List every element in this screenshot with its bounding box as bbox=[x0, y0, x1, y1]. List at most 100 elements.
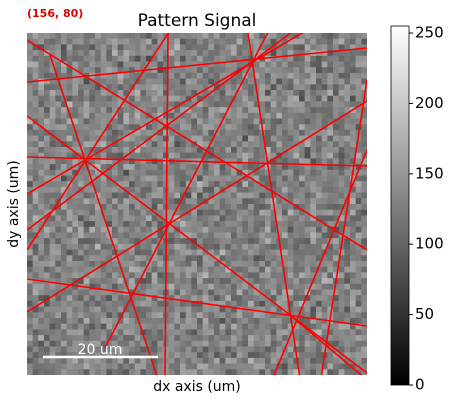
pixel bbox=[38, 44, 45, 51]
pixel bbox=[197, 255, 204, 262]
pixel bbox=[134, 261, 141, 268]
pixel bbox=[89, 118, 96, 125]
pixel bbox=[242, 129, 249, 136]
pixel bbox=[316, 33, 323, 40]
pixel bbox=[72, 369, 79, 375]
pixel bbox=[219, 101, 226, 108]
pixel bbox=[185, 266, 192, 273]
pixel bbox=[95, 357, 102, 364]
pixel bbox=[316, 243, 323, 250]
pixel bbox=[78, 329, 85, 336]
pixel bbox=[61, 147, 68, 154]
pixel bbox=[361, 55, 367, 62]
pixel bbox=[163, 112, 170, 119]
pixel bbox=[134, 112, 141, 119]
pixel bbox=[282, 335, 289, 342]
pixel bbox=[361, 44, 367, 51]
pixel bbox=[157, 90, 164, 97]
pixel bbox=[242, 198, 249, 205]
pixel bbox=[168, 369, 175, 375]
pixel bbox=[89, 44, 96, 51]
pixel bbox=[287, 141, 294, 148]
pixel bbox=[225, 175, 232, 182]
pixel bbox=[310, 261, 317, 268]
pixel bbox=[180, 112, 187, 119]
pixel bbox=[361, 164, 367, 171]
pixel bbox=[140, 323, 147, 330]
pixel bbox=[355, 318, 362, 325]
pixel bbox=[163, 44, 170, 51]
pixel bbox=[310, 306, 317, 313]
pixel bbox=[287, 181, 294, 188]
pixel bbox=[321, 278, 328, 285]
pixel bbox=[202, 352, 209, 359]
pixel bbox=[355, 84, 362, 91]
pixel bbox=[293, 249, 300, 256]
pixel bbox=[350, 204, 357, 211]
pixel bbox=[208, 129, 215, 136]
pixel bbox=[259, 369, 266, 375]
pixel bbox=[100, 78, 107, 85]
pixel bbox=[123, 232, 130, 239]
pixel bbox=[293, 238, 300, 245]
pixel bbox=[146, 44, 153, 51]
pixel bbox=[112, 61, 119, 68]
pixel bbox=[157, 221, 164, 228]
pixel bbox=[219, 369, 226, 375]
pixel bbox=[197, 147, 204, 154]
pixel bbox=[168, 152, 175, 159]
pixel bbox=[287, 204, 294, 211]
pixel bbox=[27, 289, 34, 296]
pixel bbox=[95, 300, 102, 307]
pixel bbox=[197, 226, 204, 233]
pixel bbox=[242, 169, 249, 176]
pixel bbox=[185, 186, 192, 193]
pixel bbox=[44, 209, 51, 216]
pixel bbox=[270, 181, 277, 188]
pixel bbox=[231, 67, 238, 74]
pixel bbox=[270, 90, 277, 97]
pixel bbox=[236, 266, 243, 273]
pixel bbox=[61, 129, 68, 136]
pixel bbox=[282, 192, 289, 199]
pixel bbox=[140, 243, 147, 250]
pixel bbox=[338, 261, 345, 268]
pixel bbox=[197, 112, 204, 119]
pixel bbox=[333, 175, 340, 182]
pixel bbox=[180, 357, 187, 364]
pixel bbox=[123, 369, 130, 375]
pixel bbox=[117, 329, 124, 336]
pixel bbox=[270, 243, 277, 250]
pixel bbox=[225, 283, 232, 290]
pixel bbox=[134, 340, 141, 347]
pixel bbox=[117, 33, 124, 40]
pixel bbox=[265, 61, 272, 68]
pixel bbox=[219, 300, 226, 307]
pixel bbox=[140, 135, 147, 142]
pixel bbox=[355, 272, 362, 279]
pixel bbox=[117, 335, 124, 342]
pixel bbox=[344, 181, 351, 188]
pixel bbox=[265, 186, 272, 193]
pixel bbox=[316, 55, 323, 62]
pixel bbox=[168, 283, 175, 290]
pixel bbox=[355, 152, 362, 159]
pixel bbox=[44, 357, 51, 364]
pixel bbox=[140, 232, 147, 239]
pixel bbox=[208, 169, 215, 176]
pixel bbox=[32, 112, 39, 119]
pixel bbox=[299, 118, 306, 125]
pixel bbox=[180, 67, 187, 74]
pixel bbox=[225, 90, 232, 97]
pixel bbox=[157, 78, 164, 85]
pixel bbox=[248, 67, 255, 74]
pixel bbox=[66, 300, 73, 307]
pixel bbox=[361, 266, 367, 273]
pixel bbox=[27, 329, 34, 336]
pixel bbox=[327, 33, 334, 40]
pixel bbox=[117, 175, 124, 182]
pixel bbox=[185, 101, 192, 108]
pixel bbox=[310, 158, 317, 165]
pixel bbox=[66, 204, 73, 211]
pixel bbox=[32, 84, 39, 91]
